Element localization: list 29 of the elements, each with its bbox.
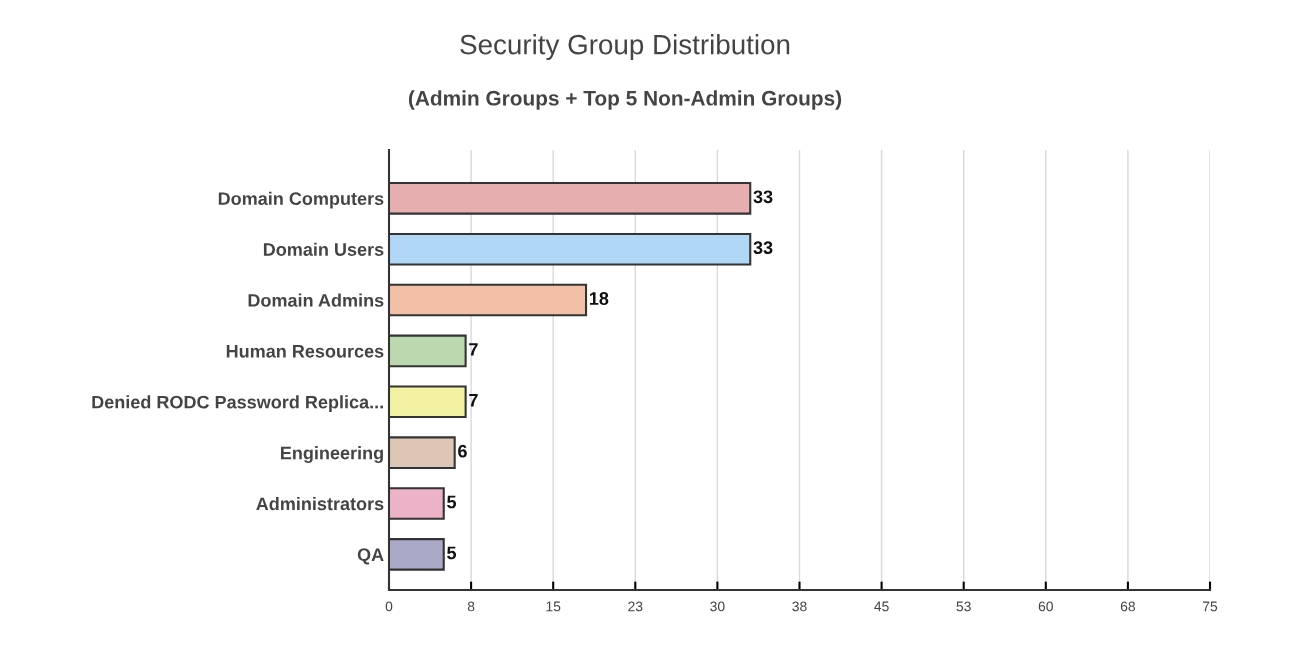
x-tick-label: 38 bbox=[792, 601, 807, 612]
x-tick-label: 53 bbox=[956, 601, 971, 612]
data-label: 7 bbox=[469, 394, 478, 407]
data-label: 6 bbox=[458, 444, 467, 458]
y-tick-label: Domain Admins bbox=[248, 293, 384, 307]
x-tick-label: 23 bbox=[628, 601, 643, 612]
data-label: 33 bbox=[753, 241, 773, 255]
x-tick-label: 15 bbox=[546, 601, 561, 612]
data-label: 18 bbox=[589, 292, 609, 305]
y-tick-label: QA bbox=[357, 548, 384, 565]
data-label: 33 bbox=[753, 190, 773, 204]
y-tick-label: Domain Computers bbox=[218, 191, 384, 209]
y-tick-label: Human Resources bbox=[226, 345, 384, 358]
x-tick-label: 75 bbox=[1202, 601, 1218, 612]
y-tick-label: Denied RODC Password Replica... bbox=[92, 395, 383, 413]
x-tick-label: 68 bbox=[1120, 601, 1136, 612]
chart-title: Security Group Distribution bbox=[460, 34, 790, 60]
x-tick-label: 0 bbox=[385, 601, 393, 612]
x-tick-label: 45 bbox=[874, 601, 889, 612]
data-label: 5 bbox=[447, 495, 457, 509]
chart-subtitle: (Admin Groups + Top 5 Non-Admin Groups) bbox=[408, 90, 842, 110]
y-tick-label: Administrators bbox=[256, 496, 384, 511]
data-label: 7 bbox=[469, 343, 478, 356]
x-tick-label: 30 bbox=[710, 601, 725, 612]
x-tick-label: 60 bbox=[1038, 601, 1053, 612]
y-tick-label: Engineering bbox=[281, 446, 383, 464]
x-tick-label: 8 bbox=[467, 601, 475, 612]
y-tick-label: Domain Users bbox=[263, 242, 384, 256]
data-label: 5 bbox=[447, 546, 457, 560]
